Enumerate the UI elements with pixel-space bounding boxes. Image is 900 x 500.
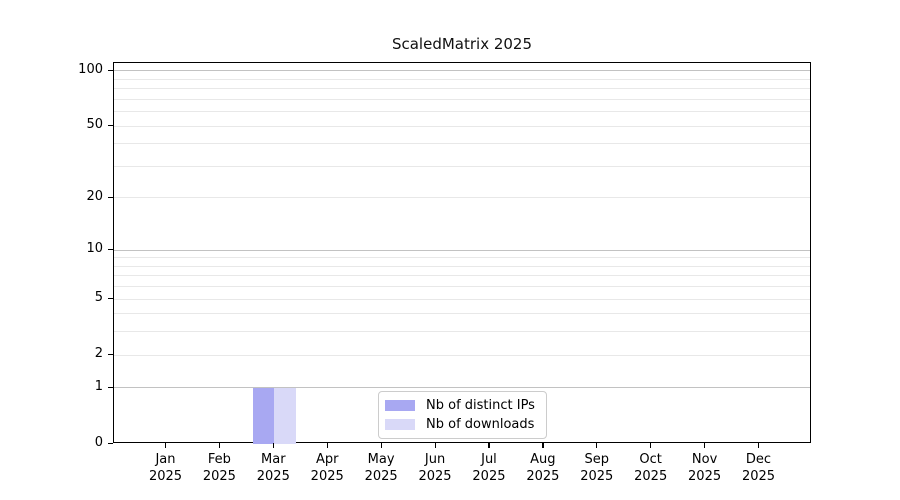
y-gridline-minor bbox=[114, 197, 810, 199]
y-tick-label: 50 bbox=[86, 117, 103, 133]
x-tick bbox=[488, 443, 490, 448]
y-tick bbox=[108, 196, 113, 198]
x-tick-label: Nov 2025 bbox=[688, 452, 722, 484]
bar-nb-of-downloads bbox=[274, 387, 296, 444]
y-gridline-minor bbox=[114, 313, 810, 315]
legend-swatch-distinct-ips bbox=[385, 400, 415, 411]
legend-swatch-downloads bbox=[385, 419, 415, 430]
y-gridline-minor bbox=[114, 265, 810, 267]
y-gridline-minor bbox=[114, 125, 810, 127]
y-gridline-minor bbox=[114, 143, 810, 145]
y-tick bbox=[108, 297, 113, 299]
x-tick bbox=[596, 443, 598, 448]
y-gridline-minor bbox=[114, 111, 810, 113]
y-tick-label: 100 bbox=[78, 61, 103, 77]
x-tick-label: Jun 2025 bbox=[418, 452, 452, 484]
legend-label-downloads: Nb of downloads bbox=[426, 417, 535, 432]
y-tick-label: 5 bbox=[94, 290, 103, 306]
y-gridline-minor bbox=[114, 286, 810, 288]
legend: Nb of distinct IPs Nb of downloads bbox=[378, 391, 547, 439]
y-gridline-major bbox=[114, 249, 810, 251]
y-gridline-minor bbox=[114, 275, 810, 277]
x-tick-label: Aug 2025 bbox=[526, 452, 560, 484]
x-tick-label: Apr 2025 bbox=[310, 452, 344, 484]
x-tick bbox=[326, 443, 328, 448]
y-tick bbox=[108, 124, 113, 126]
y-tick-label: 10 bbox=[86, 241, 103, 257]
x-tick bbox=[380, 443, 382, 448]
y-tick bbox=[108, 248, 113, 250]
chart-title: ScaledMatrix 2025 bbox=[391, 35, 533, 53]
legend-item-distinct-ips: Nb of distinct IPs bbox=[385, 398, 537, 413]
y-gridline-major bbox=[114, 70, 810, 72]
y-gridline-minor bbox=[114, 78, 810, 80]
y-tick-label: 0 bbox=[94, 435, 103, 450]
y-tick-label: 2 bbox=[94, 346, 103, 362]
y-gridline-minor bbox=[114, 88, 810, 90]
x-tick-label: Feb 2025 bbox=[202, 452, 236, 484]
x-tick bbox=[434, 443, 436, 448]
y-tick bbox=[108, 353, 113, 355]
x-tick-label: Dec 2025 bbox=[741, 452, 776, 484]
y-gridline-minor bbox=[114, 257, 810, 259]
x-tick bbox=[758, 443, 760, 448]
x-tick bbox=[272, 443, 274, 448]
x-tick bbox=[165, 443, 167, 448]
x-tick-label: Jul 2025 bbox=[472, 452, 506, 484]
y-gridline-minor bbox=[114, 98, 810, 100]
x-tick-label: May 2025 bbox=[364, 452, 398, 484]
x-tick bbox=[650, 443, 652, 448]
y-tick bbox=[108, 69, 113, 71]
x-tick bbox=[218, 443, 221, 448]
y-gridline-minor bbox=[114, 298, 810, 300]
legend-item-downloads: Nb of downloads bbox=[385, 417, 537, 432]
y-tick bbox=[108, 386, 113, 388]
y-gridline-minor bbox=[114, 331, 810, 333]
x-tick bbox=[704, 443, 706, 448]
legend-label-distinct-ips: Nb of distinct IPs bbox=[426, 398, 535, 413]
y-gridline-minor bbox=[114, 354, 810, 356]
x-tick bbox=[542, 443, 544, 448]
y-gridline-minor bbox=[114, 165, 810, 167]
plot-area: Nb of distinct IPs Nb of downloads bbox=[113, 62, 811, 444]
y-tick-label: 1 bbox=[94, 378, 103, 394]
bar-nb-of-distinct-ips bbox=[252, 387, 275, 444]
y-tick-label: 20 bbox=[86, 188, 103, 204]
y-tick bbox=[108, 442, 113, 444]
x-tick-label: Oct 2025 bbox=[634, 452, 668, 484]
x-tick-label: Sep 2025 bbox=[580, 452, 614, 484]
x-tick-label: Jan 2025 bbox=[148, 452, 183, 484]
y-gridline-major bbox=[114, 387, 810, 389]
x-tick-label: Mar 2025 bbox=[256, 452, 290, 484]
